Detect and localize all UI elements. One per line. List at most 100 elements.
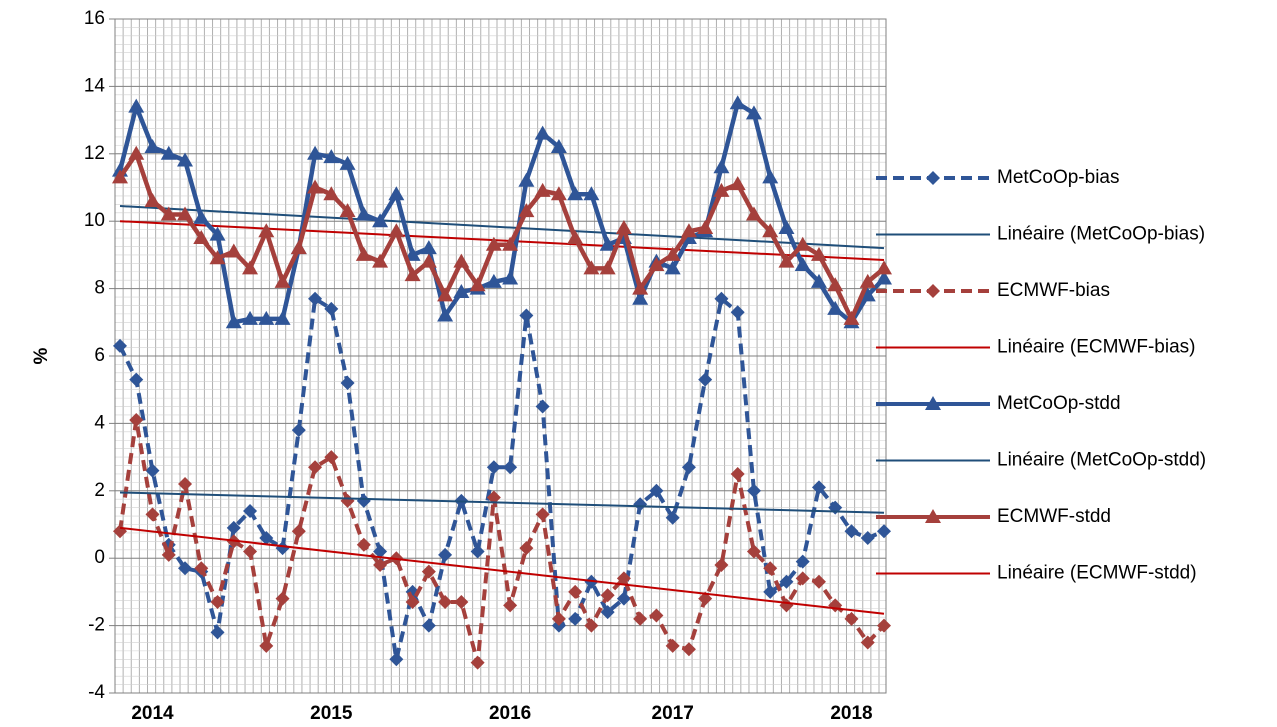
triangle-marker bbox=[485, 236, 502, 251]
trend-line bbox=[119, 205, 885, 250]
diamond-marker bbox=[746, 483, 761, 498]
triangle-marker bbox=[404, 267, 421, 282]
series-line bbox=[118, 296, 885, 662]
triangle-marker bbox=[209, 250, 226, 265]
diamond-marker bbox=[373, 544, 388, 559]
y-tick-label: 14 bbox=[84, 75, 106, 96]
x-tick-label: 2017 bbox=[652, 703, 694, 724]
diamond-marker bbox=[681, 460, 696, 475]
triangle-marker bbox=[502, 270, 519, 285]
diamond-marker bbox=[503, 460, 518, 475]
triangle-marker bbox=[372, 213, 389, 228]
diamond-marker bbox=[421, 564, 436, 579]
diamond-marker bbox=[551, 611, 566, 626]
triangle-marker bbox=[258, 310, 275, 325]
diamond-marker bbox=[600, 605, 615, 620]
plot-frame bbox=[114, 18, 887, 694]
diamond-marker bbox=[421, 618, 436, 633]
diamond-marker bbox=[145, 507, 160, 522]
y-tick-label: 16 bbox=[84, 8, 105, 29]
diamond-marker bbox=[356, 537, 371, 552]
triangle-marker bbox=[339, 155, 356, 170]
triangle-marker bbox=[307, 145, 324, 160]
diamond-marker bbox=[649, 483, 664, 498]
triangle-marker bbox=[242, 310, 259, 325]
triangle-marker bbox=[859, 287, 876, 302]
triangle-marker bbox=[713, 182, 730, 197]
diamond-marker bbox=[243, 544, 258, 559]
diamond-marker bbox=[535, 399, 550, 414]
diamond-marker bbox=[714, 291, 729, 306]
y-tick-label: 8 bbox=[94, 278, 105, 299]
legend-label: ECMWF-bias bbox=[997, 280, 1110, 301]
triangle-marker bbox=[437, 307, 454, 322]
triangle-marker bbox=[339, 203, 356, 218]
diamond-marker bbox=[356, 493, 371, 508]
x-tick-label: 2016 bbox=[489, 703, 531, 724]
triangle-marker bbox=[388, 223, 405, 238]
diamond-marker bbox=[486, 490, 501, 505]
triangle-marker bbox=[128, 145, 145, 160]
diamond-marker bbox=[714, 557, 729, 572]
diamond-marker bbox=[291, 524, 306, 539]
triangle-marker bbox=[762, 169, 779, 184]
diamond-marker bbox=[438, 547, 453, 562]
diamond-marker bbox=[763, 561, 778, 576]
triangle-marker bbox=[258, 223, 275, 238]
triangle-marker bbox=[307, 179, 324, 194]
diamond-marker bbox=[194, 561, 209, 576]
triangle-marker bbox=[112, 169, 128, 184]
diamond-marker bbox=[259, 530, 274, 545]
diamond-marker bbox=[860, 530, 875, 545]
legend-marker bbox=[926, 171, 940, 185]
triangle-marker bbox=[144, 192, 161, 207]
diamond-marker bbox=[681, 642, 696, 657]
y-tick-label: 10 bbox=[84, 210, 105, 231]
diamond-marker bbox=[616, 591, 631, 606]
diamond-marker bbox=[454, 595, 469, 610]
diamond-marker bbox=[145, 463, 160, 478]
triangle-marker bbox=[388, 186, 405, 201]
triangle-marker bbox=[550, 139, 567, 154]
triangle-marker bbox=[128, 98, 145, 113]
triangle-marker bbox=[355, 206, 372, 221]
diamond-marker bbox=[698, 372, 713, 387]
triangle-marker bbox=[762, 223, 779, 238]
triangle-marker bbox=[827, 277, 844, 292]
y-tick-label: 4 bbox=[94, 412, 105, 433]
diamond-marker bbox=[860, 635, 875, 650]
trend-line bbox=[119, 491, 885, 514]
triangle-marker bbox=[355, 246, 372, 261]
legend-label: MetCoOp-bias bbox=[997, 167, 1120, 188]
diamond-marker bbox=[470, 544, 485, 559]
triangle-marker bbox=[420, 253, 437, 268]
triangle-marker bbox=[453, 253, 470, 268]
triangle-marker bbox=[274, 273, 291, 288]
diamond-marker bbox=[535, 507, 550, 522]
triangle-marker bbox=[209, 226, 226, 241]
diamond-marker bbox=[243, 504, 258, 519]
triangle-marker bbox=[632, 290, 649, 305]
diamond-marker bbox=[665, 638, 680, 653]
series bbox=[119, 205, 885, 250]
triangle-marker bbox=[615, 219, 632, 234]
diamond-marker bbox=[113, 338, 127, 353]
x-tick-label: 2015 bbox=[310, 703, 353, 724]
diamond-marker bbox=[584, 618, 599, 633]
diamond-marker bbox=[616, 571, 631, 586]
diamond-marker bbox=[877, 524, 891, 539]
legend-label: Linéaire (MetCoOp-bias) bbox=[997, 224, 1205, 245]
triangle-marker bbox=[160, 206, 177, 221]
triangle-marker bbox=[177, 206, 194, 221]
triangle-marker bbox=[745, 206, 762, 221]
triangle-marker bbox=[177, 152, 194, 167]
diamond-marker bbox=[275, 591, 290, 606]
triangle-marker bbox=[290, 240, 307, 255]
triangle-marker bbox=[713, 159, 730, 174]
y-tick-label: -2 bbox=[88, 615, 105, 636]
diamond-marker bbox=[129, 372, 144, 387]
diamond-marker bbox=[405, 595, 420, 610]
diamond-marker bbox=[503, 598, 518, 613]
triangle-marker bbox=[859, 273, 876, 288]
diamond-marker bbox=[730, 466, 745, 481]
